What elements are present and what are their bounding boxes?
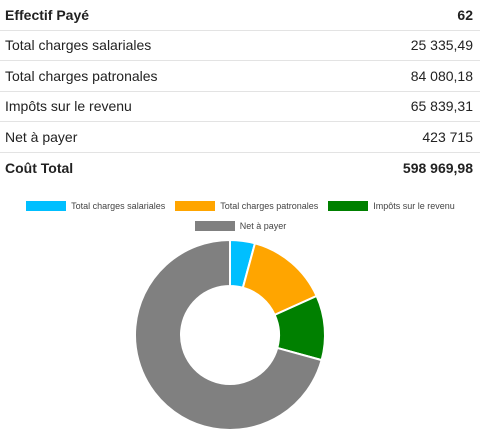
row-net-a-payer: Net à payer 423 715 [0,122,480,153]
row-cout-total: Coût Total 598 969,98 [0,153,480,184]
row-value: 62 [457,6,473,23]
legend-swatch [175,201,216,211]
legend-label: Total charges patronales [220,201,319,211]
row-effectif-paye: Effectif Payé 62 [0,0,480,31]
chart-legend: Total charges salariales Total charges p… [0,198,481,238]
legend-swatch [328,201,369,211]
row-label: Total charges salariales [5,37,152,54]
legend-line-1: Total charges salariales Total charges p… [0,198,481,214]
row-total-charges-patronales: Total charges patronales 84 080,18 [0,61,480,92]
row-label: Coût Total [5,159,74,176]
row-value: 84 080,18 [410,67,473,84]
row-value: 65 839,31 [410,98,473,115]
row-label: Effectif Payé [5,6,90,23]
row-value: 423 715 [422,128,473,145]
row-label: Total charges patronales [5,67,158,84]
row-value: 598 969,98 [402,159,473,176]
legend-item-impots[interactable]: Impôts sur le revenu [328,201,455,211]
legend-swatch [194,221,235,231]
row-value: 25 335,49 [410,37,473,54]
legend-swatch [26,201,67,211]
legend-item-salariales[interactable]: Total charges salariales [26,201,165,211]
summary-table: Effectif Payé 62 Total charges salariale… [0,0,480,183]
row-label: Net à payer [5,128,78,145]
doughnut-slices [134,238,326,431]
legend-item-patronales[interactable]: Total charges patronales [175,201,318,211]
legend-item-net-a-payer[interactable]: Net à payer [194,221,287,231]
row-label: Impôts sur le revenu [5,98,132,115]
row-impots-sur-le-revenu: Impôts sur le revenu 65 839,31 [0,92,480,122]
legend-label: Impôts sur le revenu [373,201,455,211]
row-total-charges-salariales: Total charges salariales 25 335,49 [0,31,480,61]
legend-line-2: Net à payer [0,218,481,234]
slice-net-a-payer[interactable] [134,238,323,431]
legend-label: Total charges salariales [71,201,166,211]
legend-label: Net à payer [239,221,287,231]
